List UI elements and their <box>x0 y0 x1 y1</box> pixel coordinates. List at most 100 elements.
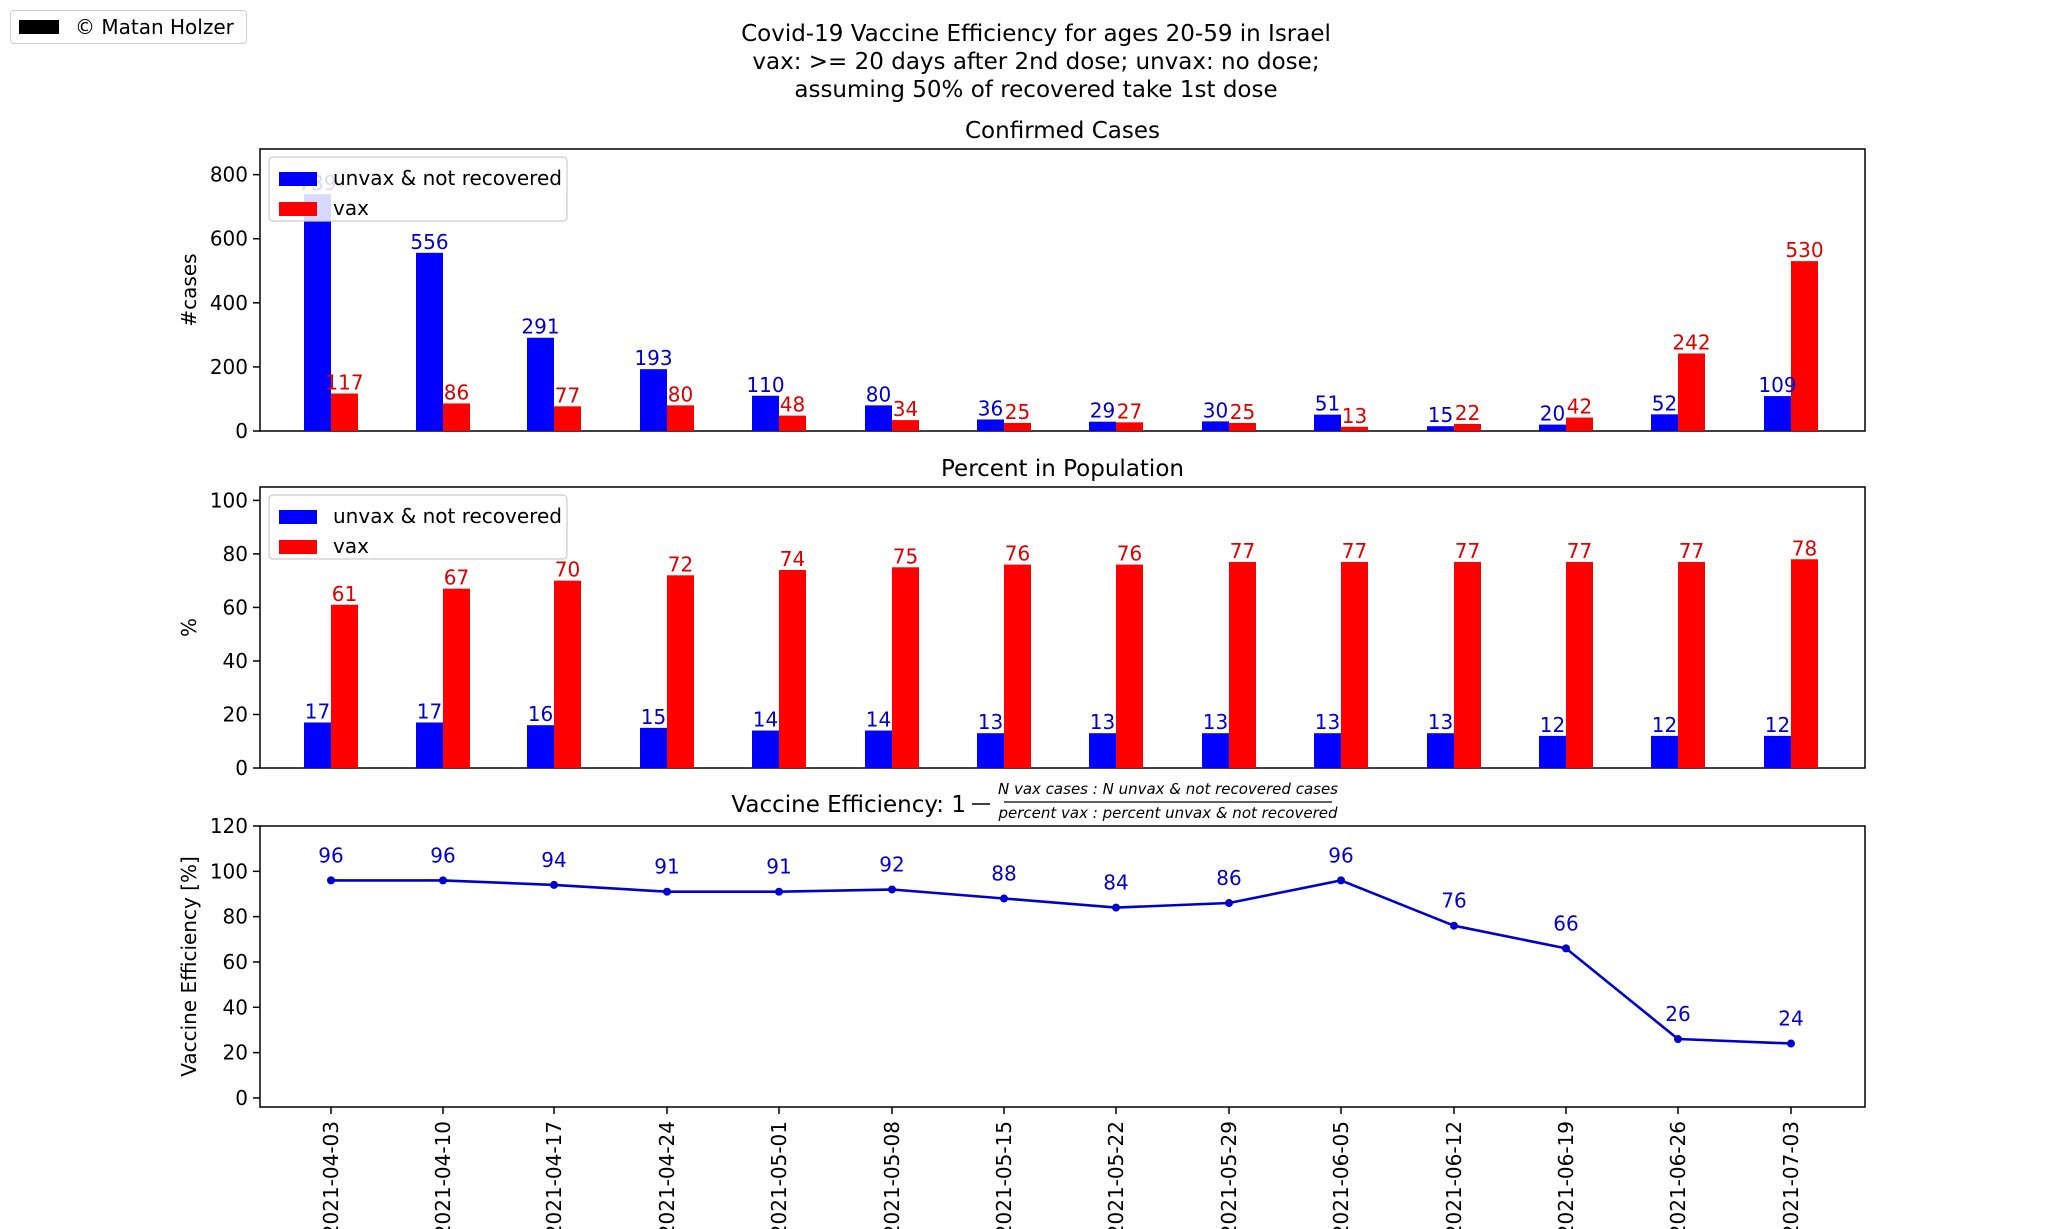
bar-unvax <box>977 733 1004 768</box>
data-label-vax: 77 <box>1679 539 1704 563</box>
data-label: 96 <box>318 843 343 867</box>
data-label-vax: 75 <box>893 544 918 568</box>
data-label-vax: 76 <box>1117 542 1142 566</box>
bar-vax <box>779 569 806 768</box>
bar-vax <box>1229 422 1256 431</box>
credit-text: © Matan Holzer <box>75 15 234 39</box>
data-point <box>888 885 896 894</box>
data-label-unvax: 29 <box>1090 399 1115 423</box>
data-point <box>1450 921 1458 930</box>
legend-label-unvax: unvax & not recovered <box>333 166 562 190</box>
bar-unvax <box>752 395 779 431</box>
bar-vax <box>667 575 694 768</box>
bar-unvax <box>1314 414 1341 431</box>
data-label: 84 <box>1103 871 1128 895</box>
x-tick-label: 2021-04-10 <box>431 1121 455 1229</box>
data-label-unvax: 15 <box>1428 403 1453 427</box>
y-tick-label: 120 <box>210 814 248 838</box>
data-label: 24 <box>1778 1007 1803 1031</box>
data-label-unvax: 110 <box>746 373 784 397</box>
data-point <box>327 876 335 885</box>
data-label-vax: 77 <box>1342 539 1367 563</box>
data-label: 91 <box>766 855 791 879</box>
data-label-vax: 67 <box>444 566 469 590</box>
y-tick-label: 60 <box>223 595 248 619</box>
data-label: 88 <box>991 862 1016 886</box>
suptitle-line-1: Covid-19 Vaccine Efficiency for ages 20-… <box>741 21 1331 47</box>
data-label: 91 <box>654 855 679 879</box>
legend-label-unvax: unvax & not recovered <box>333 504 562 528</box>
bar-unvax <box>304 194 331 431</box>
data-label-vax: 76 <box>1005 542 1030 566</box>
data-label-unvax: 13 <box>1090 710 1115 734</box>
y-tick-label: 80 <box>223 542 248 566</box>
bar-unvax <box>1427 733 1454 768</box>
x-tick-label: 2021-04-03 <box>319 1121 343 1229</box>
bar-unvax <box>1651 735 1678 768</box>
data-label-vax: 242 <box>1672 330 1710 354</box>
plot-frame-3 <box>259 825 1866 1108</box>
title-fraction-denominator: percent vax : percent unvax & not recove… <box>997 804 1337 822</box>
data-label-unvax: 13 <box>978 710 1003 734</box>
bar-unvax <box>640 727 667 768</box>
bar-vax <box>554 580 581 768</box>
bar-vax <box>667 405 694 431</box>
bar-unvax <box>1427 426 1454 431</box>
x-tick-label: 2021-05-29 <box>1217 1121 1241 1229</box>
panel-title-prefix: Vaccine Efficiency: 1 <box>731 792 966 818</box>
bar-vax <box>1341 561 1368 768</box>
data-point <box>663 887 671 896</box>
bar-vax <box>554 406 581 431</box>
data-label-vax: 78 <box>1792 536 1817 560</box>
bar-vax <box>331 604 358 768</box>
x-tick-label: 2021-07-03 <box>1779 1121 1803 1229</box>
figure-suptitle: Covid-19 Vaccine Efficiency for ages 20-… <box>0 20 2048 104</box>
bar-unvax <box>1202 421 1229 431</box>
data-label-vax: 25 <box>1230 400 1255 424</box>
bar-unvax <box>865 405 892 431</box>
plot-frame-2 <box>259 486 1866 769</box>
bar-unvax <box>977 419 1004 431</box>
bar-unvax <box>416 252 443 431</box>
bar-unvax <box>1539 424 1566 431</box>
bar-unvax <box>1202 733 1229 768</box>
bar-vax <box>1678 561 1705 768</box>
data-label-vax: 22 <box>1455 401 1480 425</box>
data-label-unvax: 17 <box>417 700 442 724</box>
data-label-vax: 42 <box>1567 395 1592 419</box>
bar-unvax <box>752 730 779 768</box>
x-tick-label: 2021-05-22 <box>1104 1121 1128 1229</box>
y-tick-label: 100 <box>210 859 248 883</box>
bar-unvax <box>1539 735 1566 768</box>
data-point <box>1225 899 1233 908</box>
y-tick-label: 200 <box>210 355 248 379</box>
plot-frame-1 <box>259 148 1866 432</box>
bar-unvax <box>527 725 554 768</box>
data-label-vax: 61 <box>332 582 357 606</box>
data-label: 96 <box>430 843 455 867</box>
y-tick-label: 600 <box>210 227 248 251</box>
legend-swatch-unvax <box>279 510 317 524</box>
data-label-unvax: 52 <box>1652 391 1677 415</box>
data-label: 94 <box>541 848 566 872</box>
bar-vax <box>1341 426 1368 431</box>
x-tick-label: 2021-05-08 <box>880 1121 904 1229</box>
data-label-unvax: 193 <box>634 346 672 370</box>
data-label-vax: 77 <box>1230 539 1255 563</box>
legend-label-vax: vax <box>333 196 369 220</box>
y-tick-label: 0 <box>235 1086 248 1110</box>
data-label-unvax: 80 <box>866 382 891 406</box>
x-tick-label: 2021-06-19 <box>1554 1121 1578 1229</box>
x-tick-label: 2021-04-24 <box>655 1121 679 1229</box>
bar-unvax <box>1314 733 1341 768</box>
bar-unvax <box>865 730 892 768</box>
bar-unvax <box>416 722 443 768</box>
legend-swatch-vax <box>279 202 317 216</box>
bar-unvax <box>1089 421 1116 431</box>
data-label-unvax: 291 <box>521 315 559 339</box>
data-label-unvax: 36 <box>978 396 1003 420</box>
bar-vax <box>331 393 358 431</box>
data-label: 86 <box>1216 866 1241 890</box>
y-tick-label: 80 <box>223 905 248 929</box>
data-label-vax: 34 <box>893 397 918 421</box>
